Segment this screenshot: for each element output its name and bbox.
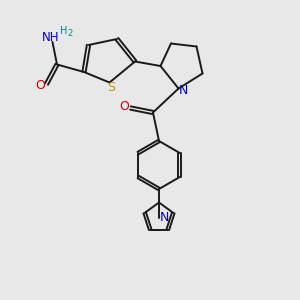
Text: N: N [160,211,169,224]
Text: H: H [60,26,67,36]
Text: O: O [119,100,129,113]
Text: N: N [179,83,189,97]
Text: NH: NH [42,31,60,44]
Text: O: O [36,79,45,92]
Text: 2: 2 [68,29,73,38]
Text: S: S [107,81,115,94]
